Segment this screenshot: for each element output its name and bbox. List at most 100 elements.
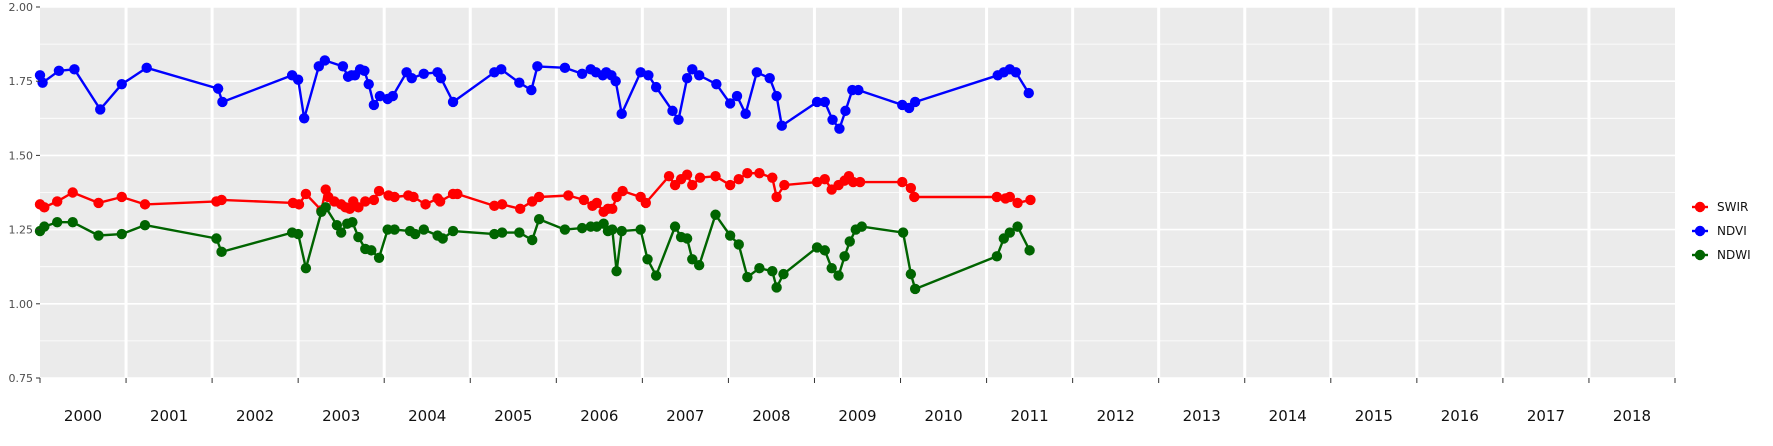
ndvi-point (292, 74, 304, 85)
year-label: 2018 (1613, 407, 1651, 425)
year-label: 2017 (1527, 407, 1565, 425)
swir-point (687, 179, 698, 191)
swir-point (640, 197, 652, 209)
ndvi-point (53, 65, 65, 77)
ndwi-point (292, 228, 304, 240)
ndvi-point (1023, 87, 1034, 99)
ndwi-point (778, 268, 789, 280)
ndwi-point (607, 224, 618, 235)
swir-point (533, 191, 545, 203)
y-tick-label: 1.75 (9, 75, 34, 88)
ndwi-point (67, 216, 78, 228)
year-label: 2009 (838, 407, 876, 425)
ndvi-point (751, 67, 763, 78)
swir-point (754, 168, 765, 179)
ndvi-point (217, 96, 228, 108)
ndwi-point (687, 254, 698, 265)
ndvi-point (731, 90, 743, 102)
swir-point (897, 176, 908, 188)
ndvi-point (69, 64, 80, 75)
year-label: 2002 (236, 407, 274, 425)
legend-item-swir: SWIR (1692, 200, 1748, 214)
swir-point (300, 188, 312, 200)
swir-point (67, 187, 78, 198)
ndvi-point (363, 78, 374, 90)
ndwi-point (366, 245, 377, 256)
ndwi-point (897, 227, 909, 238)
ndwi-point (389, 224, 400, 235)
ndvi-point (693, 70, 705, 81)
ndwi-point (754, 262, 765, 274)
year-label: 2015 (1355, 407, 1393, 425)
legend: SWIR NDVI NDWI (1692, 200, 1751, 262)
swir-point (353, 202, 364, 213)
swir-point (389, 191, 400, 203)
ndvi-point (909, 96, 921, 108)
ndwi-point (320, 202, 331, 213)
ndvi-point (764, 73, 775, 84)
series-swir (34, 168, 1036, 217)
year-label: 2014 (1269, 407, 1307, 425)
ndwi-point (347, 216, 358, 228)
ndvi-point (406, 73, 417, 84)
ndvi-point (298, 113, 310, 124)
ndvi-point (1010, 67, 1022, 78)
ndvi-point (711, 78, 722, 90)
ndvi-point (141, 62, 152, 74)
ndvi-point (811, 96, 823, 108)
y-tick-label: 2.00 (9, 1, 34, 14)
swir-point (663, 170, 675, 182)
ndwi-point (576, 222, 588, 234)
series-ndvi (34, 55, 1034, 134)
legend-label: NDVI (1717, 224, 1747, 238)
ndwi-point (489, 228, 500, 240)
ndwi-point (93, 230, 104, 241)
ndvi-point (643, 70, 654, 81)
ndvi-point (37, 77, 48, 88)
ndwi-point (418, 224, 429, 235)
ndvi-point (681, 73, 693, 84)
swir-point (578, 194, 590, 206)
ndwi-point (373, 252, 385, 263)
ndwi-point (710, 209, 721, 220)
swir-point (909, 191, 920, 203)
ndwi-point (514, 227, 525, 238)
year-label: 2008 (752, 407, 790, 425)
legend-label: SWIR (1717, 200, 1748, 214)
year-label: 2010 (924, 407, 962, 425)
year-label: 2003 (322, 407, 360, 425)
ndwi-point (733, 239, 744, 250)
legend-label: NDWI (1717, 248, 1751, 262)
swir-point (991, 191, 1003, 203)
ndwi-point (39, 221, 50, 232)
ndwi-point (559, 224, 571, 235)
swir-point (116, 191, 127, 203)
ndvi-point (576, 68, 588, 79)
y-tick-label: 1.00 (9, 298, 34, 311)
y-tick-label: 0.75 (9, 372, 34, 385)
swir-point (819, 173, 830, 185)
ndwi-point (724, 230, 736, 241)
swir-point (681, 169, 693, 180)
swir-point (1012, 197, 1023, 209)
ndwi-point (905, 268, 917, 280)
ndvi-point (616, 108, 627, 120)
ndwi-point (991, 251, 1003, 262)
ndwi-point (216, 246, 227, 258)
legend-key-point (1694, 225, 1706, 237)
ndvi-point (559, 62, 571, 74)
ndvi-point (95, 104, 106, 115)
swir-point (563, 190, 574, 201)
ndwi-point (139, 219, 151, 231)
swir-point (489, 200, 500, 212)
swir-point (93, 197, 104, 209)
ndwi-point (844, 236, 855, 247)
swir-point (408, 191, 419, 203)
legend-key-point (1694, 249, 1706, 261)
ndwi-point (839, 251, 850, 262)
ndwi-point (211, 233, 222, 244)
swir-point (854, 176, 866, 188)
swir-point (905, 182, 917, 194)
ndwi-point (826, 262, 837, 274)
year-label: 2013 (1183, 407, 1221, 425)
